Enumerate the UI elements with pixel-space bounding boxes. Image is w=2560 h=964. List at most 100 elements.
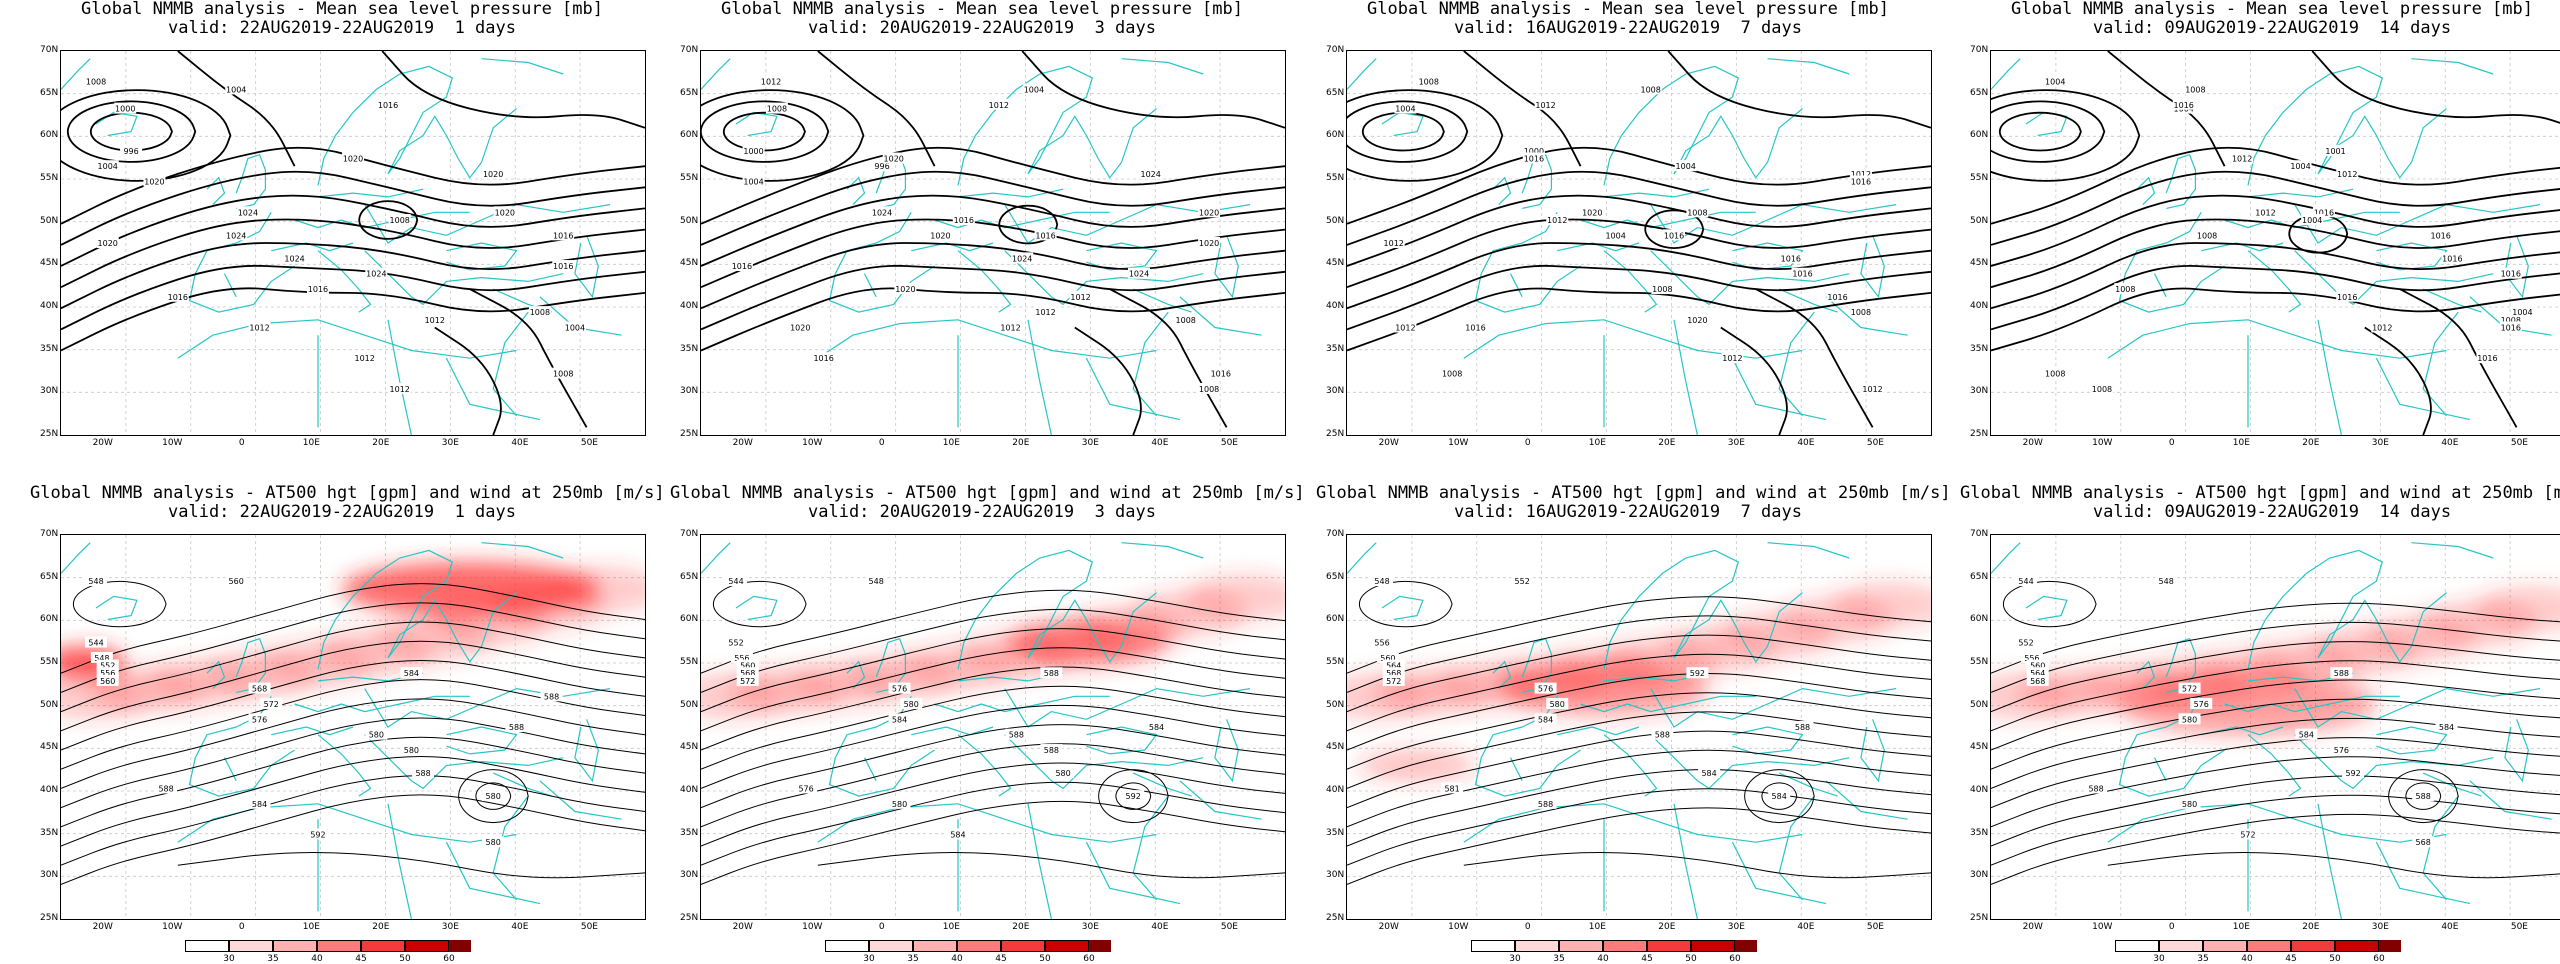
coastline bbox=[2317, 592, 2447, 663]
isobar bbox=[1991, 100, 2106, 163]
height-contour bbox=[701, 704, 1285, 789]
contour-label: 1016 bbox=[1211, 370, 1231, 379]
isobar bbox=[1347, 218, 1931, 289]
isobar bbox=[701, 100, 830, 163]
contour-label: 1004 bbox=[2045, 78, 2065, 87]
coastline bbox=[2247, 188, 2354, 198]
colorbar-swatch bbox=[405, 940, 449, 952]
contour-label-bg bbox=[388, 382, 411, 394]
lat-tick-label: 50N bbox=[1970, 215, 1989, 226]
lon-tick-label: 20E bbox=[1012, 438, 1030, 448]
height-contour bbox=[1347, 692, 1931, 770]
contour-label: 568 bbox=[740, 669, 755, 678]
isobar bbox=[469, 288, 588, 428]
contour-label: 1012 bbox=[1384, 239, 1404, 248]
coastline bbox=[1991, 58, 2021, 90]
lat-tick-label: 60N bbox=[1326, 130, 1345, 141]
coastline bbox=[271, 726, 354, 736]
colorbar-swatch bbox=[361, 940, 405, 952]
contour-label: 1000 bbox=[1524, 147, 1544, 156]
height-contour bbox=[817, 851, 1285, 879]
lat-tick-label: 45N bbox=[1326, 258, 1345, 269]
contour-label-bg bbox=[365, 267, 388, 279]
lat-tick-label: 40N bbox=[1326, 785, 1345, 795]
isobar bbox=[358, 200, 419, 240]
contour-label: 1012 bbox=[1547, 216, 1567, 225]
lat-tick-label: 65N bbox=[680, 87, 699, 98]
isobar bbox=[1347, 89, 1504, 182]
isobar bbox=[1998, 111, 2082, 152]
contour-label: 556 bbox=[2024, 654, 2039, 663]
lat-tick-label: 50N bbox=[680, 699, 699, 710]
coastline bbox=[294, 211, 470, 229]
coastline bbox=[539, 780, 622, 820]
contour-label: 1004 bbox=[2302, 216, 2322, 225]
coastline bbox=[1132, 311, 1169, 417]
coastline bbox=[2118, 695, 2225, 797]
height-contour bbox=[701, 781, 1285, 866]
coastline bbox=[957, 549, 1094, 670]
lat-tick-label: 35N bbox=[680, 827, 699, 838]
contour-label: 588 bbox=[415, 769, 430, 778]
colorbar-swatch bbox=[2203, 940, 2247, 952]
contour-label: 580 bbox=[1550, 700, 1565, 709]
lat-tick-label: 40N bbox=[1970, 785, 1989, 795]
contour-label-bg bbox=[1674, 160, 1697, 172]
lat-tick-label: 50N bbox=[1326, 215, 1345, 226]
height-contour bbox=[701, 647, 1285, 732]
contour-label: 580 bbox=[2182, 800, 2197, 809]
lon-tick-label: 10W bbox=[1448, 922, 1469, 932]
contour-label-bg bbox=[2301, 213, 2324, 225]
panel-title-line1: Global NMMB analysis - Mean sea level pr… bbox=[1367, 0, 1889, 19]
contour-label-bg bbox=[248, 713, 271, 725]
panel-title-line2: valid: 20AUG2019-22AUG2019 3 days bbox=[808, 18, 1156, 38]
contour-label: 1012 bbox=[2372, 323, 2392, 332]
lat-tick-label: 60N bbox=[680, 614, 699, 625]
colorbar-swatch bbox=[869, 940, 913, 952]
isobar bbox=[1109, 288, 1228, 428]
isobar bbox=[1347, 194, 1931, 267]
coastline bbox=[1214, 719, 1239, 783]
contour-label: 996 bbox=[123, 147, 138, 156]
coastline bbox=[863, 273, 877, 298]
coastline bbox=[481, 542, 564, 559]
wind-colorbar: 30 35 40 45 50 60 bbox=[1455, 940, 1799, 964]
lat-tick-label: 50N bbox=[1326, 699, 1345, 710]
height-contour bbox=[1991, 737, 2560, 809]
contour-label: 1016 bbox=[553, 262, 573, 271]
lon-tick-label: 50E bbox=[580, 922, 598, 932]
lon-tick-label: 20W bbox=[2022, 438, 2043, 448]
contour-label-bg bbox=[563, 321, 586, 333]
contour-label: 1016 bbox=[2174, 101, 2194, 110]
contour-label: 1016 bbox=[168, 293, 188, 302]
contour-label: 576 bbox=[798, 784, 813, 793]
coastline bbox=[364, 250, 564, 306]
contour-label: 580 bbox=[486, 838, 501, 847]
contour-label: 1004 bbox=[743, 178, 763, 187]
contour-label-bg bbox=[1721, 352, 1744, 364]
lon-tick-label: 50E bbox=[2510, 438, 2528, 448]
contour-label: 1016 bbox=[1792, 270, 1812, 279]
contour-label: 580 bbox=[369, 731, 384, 740]
lat-tick-label: 45N bbox=[40, 258, 59, 269]
contour-label: 560 bbox=[740, 662, 755, 671]
contour-label: 1024 bbox=[1141, 170, 1161, 179]
contour-label-bg bbox=[882, 152, 905, 164]
lon-tick-label: 40E bbox=[2441, 922, 2459, 932]
coastline bbox=[364, 203, 611, 244]
contour-label-bg bbox=[2044, 75, 2067, 87]
contour-label: 572 bbox=[264, 700, 279, 709]
coastline bbox=[223, 273, 237, 298]
lon-tick-label: 20W bbox=[92, 438, 113, 448]
coastline bbox=[957, 250, 1012, 313]
contour-label: 580 bbox=[486, 792, 501, 801]
contour-label: 581 bbox=[1444, 784, 1459, 793]
lon-tick-label: 10E bbox=[942, 922, 960, 932]
map-panel-at500-3: Global NMMB analysis - AT500 hgt [gpm] a… bbox=[1316, 484, 1960, 964]
contour-label-bg bbox=[742, 144, 765, 156]
jet-wind-shading bbox=[61, 561, 645, 720]
contour-label-bg bbox=[166, 290, 189, 302]
lat-tick-label: 70N bbox=[680, 45, 699, 55]
colorbar-label: 30 bbox=[863, 954, 875, 964]
contour-label-bg bbox=[85, 636, 108, 648]
